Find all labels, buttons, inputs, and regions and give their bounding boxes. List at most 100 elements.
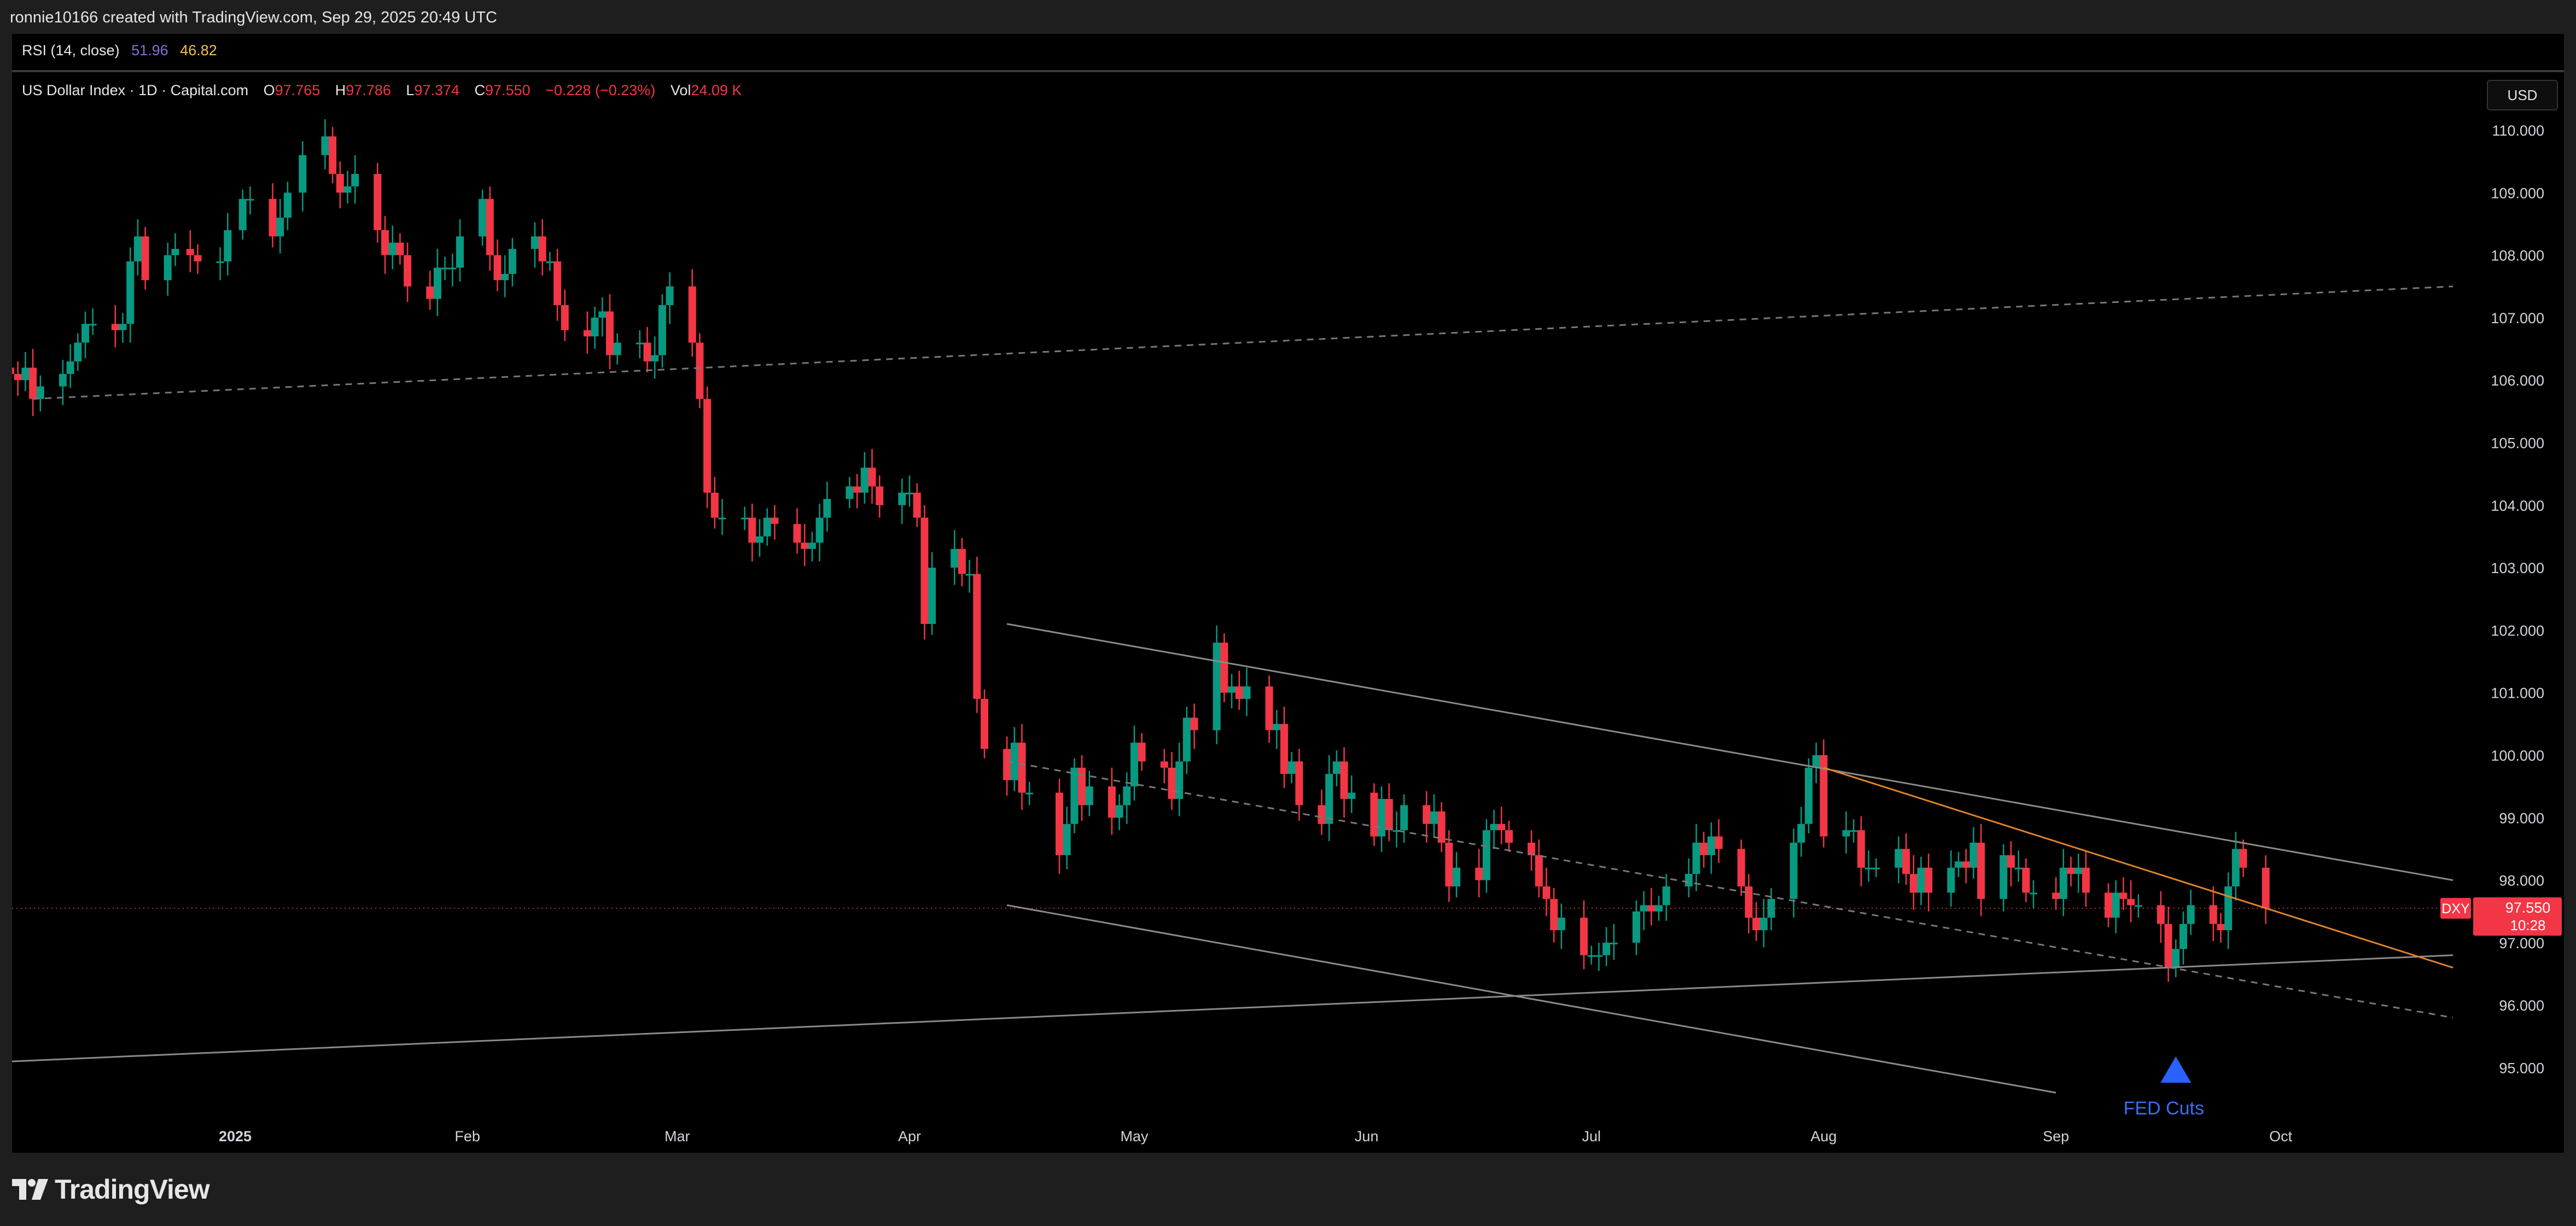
trendline <box>1006 904 2056 1094</box>
candle-body <box>1700 843 1708 855</box>
volume-label: Vol <box>670 82 691 98</box>
candle-body <box>2052 892 2060 899</box>
candle-body <box>133 236 142 262</box>
candle-body <box>1707 836 1715 855</box>
trendline <box>1006 623 2453 881</box>
candle-body <box>1587 955 1595 957</box>
tradingview-logo[interactable]: TradingView <box>12 1174 210 1205</box>
candle-body <box>531 236 539 249</box>
candle-body <box>224 230 232 262</box>
close-value: 97.550 <box>485 82 531 98</box>
candle-body <box>2007 855 2015 868</box>
low-label: L <box>406 82 415 98</box>
candle-body <box>508 249 516 274</box>
candle-body <box>1842 830 1850 837</box>
y-tick-label: 106.000 <box>2491 372 2544 389</box>
chart-canvas[interactable]: 110.000 109.000 108.000 107.000 106.000 105.0… <box>12 72 2564 1153</box>
price-tag-symbol: DXY <box>2441 901 2470 916</box>
candle-body <box>718 517 726 519</box>
candle-body <box>868 468 876 487</box>
currency-button[interactable]: USD <box>2487 80 2558 110</box>
candle-body <box>1767 898 1775 918</box>
high-value: 97.786 <box>346 82 391 98</box>
candle-body <box>965 574 974 576</box>
candle-body <box>1962 861 1970 868</box>
candle-body <box>1820 755 1828 837</box>
candle-body <box>860 468 869 493</box>
candle-body <box>1790 843 1798 899</box>
candle-body <box>2179 924 2187 949</box>
rsi-label: RSI (14, close) <box>22 42 120 59</box>
candle-body <box>591 317 599 337</box>
candle-body <box>853 486 861 493</box>
candle-body <box>493 255 502 281</box>
candle-body <box>426 286 434 299</box>
x-tick-label: 2025 <box>219 1128 252 1145</box>
candle-body <box>1325 774 1333 824</box>
low-value: 97.374 <box>414 82 460 98</box>
candle-body <box>1430 811 1438 824</box>
candle-body <box>1752 918 1761 931</box>
candle-body <box>1759 918 1768 931</box>
candle-body <box>920 517 929 624</box>
candle-body <box>1505 830 1513 843</box>
candle-body <box>283 192 292 218</box>
candle-body <box>1348 792 1356 799</box>
candle-body <box>1280 723 1288 774</box>
candle-body <box>2059 867 2067 899</box>
candle-body <box>59 373 67 387</box>
candle-body <box>1130 743 1138 787</box>
candle-body <box>1610 942 1618 944</box>
candle-body <box>1243 686 1251 699</box>
candle-body <box>1025 792 1034 795</box>
candle-body <box>651 355 659 361</box>
y-tick-label: 97.000 <box>2499 935 2544 951</box>
candle-body <box>951 548 959 568</box>
rsi-pane[interactable]: RSI (14, close) 51.96 46.82 <box>12 34 2564 72</box>
candle-body <box>2224 886 2233 931</box>
candle-body <box>1550 898 1558 931</box>
candle-body <box>748 517 756 543</box>
candle-body <box>2157 905 2165 924</box>
candle-body <box>194 255 202 262</box>
candle-body <box>1175 761 1184 799</box>
candle-body <box>1453 867 1461 887</box>
price-tag-bg <box>2473 897 2562 936</box>
footer: TradingView <box>0 1153 2576 1226</box>
candle-body <box>1812 755 1820 768</box>
candle-body <box>546 261 554 264</box>
candle-body <box>1902 849 1910 874</box>
candle-body <box>703 399 712 493</box>
candle-body <box>1235 686 1243 699</box>
candle-body <box>981 699 988 749</box>
candle-body <box>456 236 464 268</box>
candle-body <box>111 324 119 330</box>
price-chart[interactable]: 110.000 109.000 108.000 107.000 106.000 105.0… <box>12 72 2564 1153</box>
candle-body <box>710 492 719 518</box>
candle-body <box>583 330 591 337</box>
candle-body <box>1078 767 1086 805</box>
candle-body <box>1273 723 1281 731</box>
candle-body <box>666 286 674 306</box>
y-tick-label: 95.000 <box>2499 1060 2544 1077</box>
annotation-label: FED Cuts <box>2124 1098 2204 1119</box>
candle-body <box>876 486 884 505</box>
x-tick-label: Aug <box>1810 1128 1837 1145</box>
dashed-trendline <box>33 285 2453 400</box>
brand-name: TradingView <box>55 1174 210 1205</box>
candle-body <box>696 342 704 399</box>
dashed-trendline <box>1006 760 2453 1019</box>
price-tag-countdown: 10:28 <box>2510 917 2545 933</box>
candle-body <box>336 174 344 193</box>
candle-body <box>741 517 749 519</box>
candle-body <box>1490 824 1498 831</box>
candle-body <box>1378 799 1386 837</box>
candle-body <box>1445 843 1453 887</box>
candle-body <box>756 536 764 543</box>
candle-body <box>1602 942 1611 955</box>
candle-body <box>126 261 135 324</box>
y-tick-label: 98.000 <box>2499 873 2544 889</box>
candle-body <box>343 186 352 193</box>
candle-body <box>269 199 277 237</box>
candle-body <box>1385 799 1393 831</box>
